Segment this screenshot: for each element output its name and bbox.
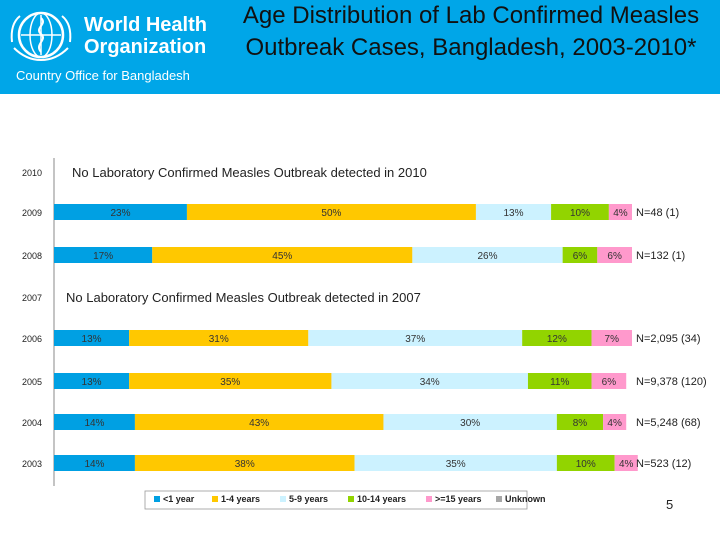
legend-swatch	[154, 496, 160, 502]
bar-segment	[308, 330, 523, 346]
category-label: 2007	[22, 293, 42, 303]
category-label: 2004	[22, 418, 42, 428]
bar-segment	[475, 204, 552, 220]
data-label: 7%	[605, 334, 620, 345]
data-label: 10%	[570, 208, 590, 219]
bar-segment	[551, 204, 609, 220]
category-label: 2006	[22, 334, 42, 344]
data-label: 10%	[576, 459, 596, 470]
category-label: 2003	[22, 459, 42, 469]
data-label: 45%	[272, 251, 292, 262]
data-label: 31%	[209, 334, 229, 345]
bar-segment	[614, 455, 638, 471]
data-label: 12%	[547, 334, 567, 345]
who-name-line2: Organization	[84, 36, 207, 58]
bar-segment	[354, 455, 557, 471]
n-label: N=132 (1)	[636, 250, 685, 262]
bar-segment	[608, 204, 632, 220]
data-label: 13%	[82, 377, 102, 388]
data-label: 11%	[550, 377, 569, 388]
legend-entry: >=15 years	[435, 494, 482, 504]
data-label: 50%	[321, 208, 341, 219]
who-name: World Health Organization	[84, 14, 214, 58]
data-label: 6%	[607, 251, 622, 262]
data-label: 6%	[573, 251, 588, 262]
legend-swatch	[280, 496, 286, 502]
data-label: 34%	[420, 377, 440, 388]
data-label: 6%	[602, 377, 617, 388]
n-label: N=2,095 (34)	[636, 333, 701, 345]
bar-segment	[591, 330, 632, 346]
data-label: 4%	[613, 208, 628, 219]
bar-segment	[54, 204, 187, 220]
page-number: 5	[666, 497, 674, 512]
data-label: 38%	[235, 459, 255, 470]
bar-segment	[134, 455, 355, 471]
n-label: N=523 (12)	[636, 458, 691, 470]
no-outbreak-note: No Laboratory Confirmed Measles Outbreak…	[66, 290, 421, 305]
data-label: 37%	[405, 334, 425, 345]
legend-entry: 1-4 years	[221, 494, 260, 504]
data-label: 35%	[220, 377, 240, 388]
data-label: 30%	[460, 418, 480, 429]
bar-segment	[522, 330, 592, 346]
data-label: 14%	[84, 418, 104, 429]
n-label: N=5,248 (68)	[636, 417, 701, 429]
legend-swatch	[348, 496, 354, 502]
bar-segment	[412, 247, 563, 263]
data-label: 26%	[477, 251, 497, 262]
age-distribution-chart: 2010 No Laboratory Confirmed Measles Outb…	[22, 158, 707, 510]
bar-segment	[383, 414, 557, 430]
legend-entry: 10-14 years	[357, 494, 406, 504]
legend-entry: 5-9 years	[289, 494, 328, 504]
data-label: 8%	[573, 418, 588, 429]
legend-swatch	[496, 496, 502, 502]
who-logo: World Health Organization Country Office…	[4, 4, 214, 90]
data-label: 4%	[607, 418, 622, 429]
data-label: 35%	[446, 459, 466, 470]
data-label: 23%	[110, 208, 130, 219]
category-label: 2008	[22, 251, 42, 261]
data-label: 17%	[93, 251, 113, 262]
bar-segment	[54, 373, 130, 389]
who-name-line1: World Health	[84, 14, 207, 36]
bar-segment	[597, 247, 632, 263]
category-label: 2009	[22, 208, 42, 218]
category-label: 2005	[22, 377, 42, 387]
no-outbreak-note: No Laboratory Confirmed Measles Outbreak…	[72, 165, 427, 180]
data-label: 13%	[82, 334, 102, 345]
bar-segment	[152, 247, 413, 263]
legend-box	[144, 490, 528, 510]
legend-entry: Unknown	[505, 494, 546, 504]
data-label: 43%	[249, 418, 269, 429]
data-label: 4%	[619, 459, 634, 470]
category-label: 2010	[22, 168, 42, 178]
bar-segment	[54, 414, 135, 430]
data-label: 13%	[504, 208, 524, 219]
bar-segment	[591, 373, 627, 389]
bar-segment	[556, 455, 615, 471]
bar-segment	[186, 204, 476, 220]
n-label: N=9,378 (120)	[636, 376, 707, 388]
page-title: Age Distribution of Lab Confirmed Measle…	[242, 2, 700, 61]
header-banner: World Health Organization Country Office…	[0, 0, 720, 94]
data-label: 14%	[84, 459, 104, 470]
bar-segment	[54, 330, 130, 346]
n-label: N=48 (1)	[636, 207, 679, 219]
bar-segment	[54, 455, 135, 471]
bar-segment	[134, 414, 384, 430]
bar-segment	[129, 330, 309, 346]
bar-segment	[562, 247, 598, 263]
bar-segment	[54, 247, 153, 263]
who-subtitle: Country Office for Bangladesh	[16, 68, 190, 83]
legend-swatch	[426, 496, 432, 502]
bar-segment	[331, 373, 528, 389]
bar-segment	[527, 373, 592, 389]
who-emblem-icon	[10, 11, 72, 62]
bar-segment	[556, 414, 604, 430]
legend-entry: <1 year	[163, 494, 195, 504]
bar-segment	[603, 414, 627, 430]
bar-segment	[129, 373, 332, 389]
legend-swatch	[212, 496, 218, 502]
